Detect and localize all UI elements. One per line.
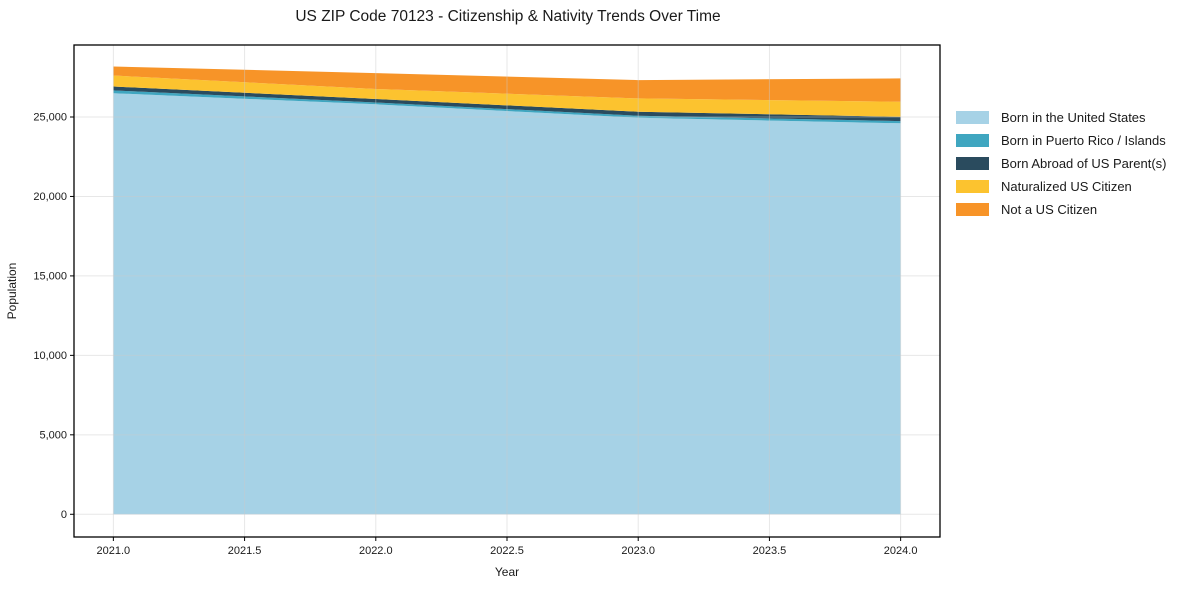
legend-swatch: [956, 179, 989, 193]
x-axis-label: Year: [495, 565, 519, 579]
y-tick-label: 10,000: [33, 350, 67, 362]
area-born-in-the-united-states: [113, 93, 901, 515]
y-tick-label: 15,000: [33, 270, 67, 282]
y-tick-label: 20,000: [33, 191, 67, 203]
x-tick-label: 2023.5: [753, 545, 787, 557]
area-naturalized-us-citizen: [113, 75, 901, 117]
legend-swatch: [956, 202, 989, 216]
legend-item: Naturalized US Citizen: [956, 178, 1166, 194]
x-tick-label: 2021.5: [228, 545, 262, 557]
legend-swatch: [956, 110, 989, 124]
y-tick-label: 5,000: [39, 429, 67, 441]
legend-item: Born in Puerto Rico / Islands: [956, 132, 1166, 148]
x-tick-label: 2021.0: [97, 545, 131, 557]
legend-swatch: [956, 133, 989, 147]
legend-item-label: Naturalized US Citizen: [1001, 178, 1132, 194]
chart-title: US ZIP Code 70123 - Citizenship & Nativi…: [295, 8, 721, 25]
y-tick-label: 25,000: [33, 111, 67, 123]
area-born-in-puerto-rico-islands: [113, 90, 901, 124]
legend: Born in the United States Born in Puerto…: [956, 109, 1167, 217]
legend-item: Born in the United States: [956, 109, 1166, 125]
area-born-abroad-of-us-parent-s: [113, 86, 901, 122]
legend-item-label: Not a US Citizen: [1001, 201, 1098, 217]
x-tick-label: 2022.5: [490, 545, 524, 557]
legend-item: Born Abroad of US Parent(s): [956, 155, 1167, 171]
legend-swatch: [956, 156, 989, 170]
legend-item-label: Born Abroad of US Parent(s): [1001, 155, 1167, 171]
x-tick-label: 2022.0: [359, 545, 393, 557]
legend-item: Not a US Citizen: [956, 201, 1166, 217]
area-not-a-us-citizen: [113, 66, 901, 102]
x-tick-label: 2024.0: [884, 545, 918, 557]
y-axis-label: Population: [5, 263, 19, 320]
y-tick-label: 0: [61, 509, 67, 521]
x-tick-label: 2023.0: [621, 545, 655, 557]
legend-item-label: Born in the United States: [1001, 109, 1146, 125]
legend-item-label: Born in Puerto Rico / Islands: [1001, 132, 1166, 148]
